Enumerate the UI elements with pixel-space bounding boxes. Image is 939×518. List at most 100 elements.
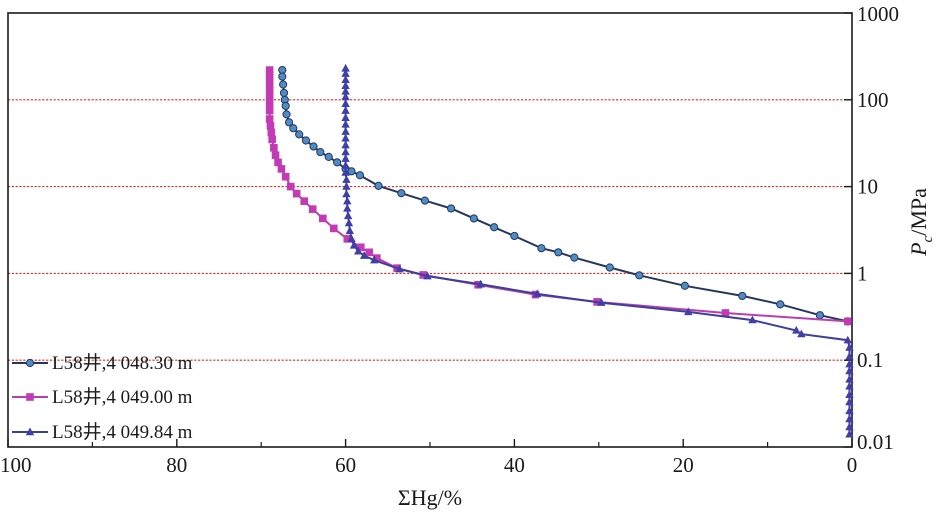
data-point-square xyxy=(281,172,290,181)
data-point-triangle xyxy=(341,81,350,89)
data-point-triangle xyxy=(343,211,353,220)
data-point-square xyxy=(356,243,365,252)
legend-label: L58井,4 049.00 m xyxy=(52,386,193,408)
series-1 xyxy=(278,65,852,326)
data-point-square xyxy=(274,158,282,167)
data-point-circle xyxy=(447,204,456,213)
data-point-circle xyxy=(537,244,546,253)
y-tick-label: 100 xyxy=(857,88,889,112)
data-point-triangle xyxy=(341,75,350,83)
data-point-triangle xyxy=(395,264,404,273)
y-tick-label: 0.1 xyxy=(857,348,883,372)
legend-entry: L58井,4 049.00 m xyxy=(12,386,193,408)
data-point-circle xyxy=(316,147,325,157)
legend-label: L58井,4 048.30 m xyxy=(52,352,193,374)
data-point-circle xyxy=(510,231,519,241)
data-point-circle xyxy=(282,110,291,119)
data-point-circle xyxy=(279,80,288,89)
x-tick-label: 100 xyxy=(0,453,32,477)
data-point-triangle xyxy=(343,196,352,205)
data-point-triangle xyxy=(792,325,801,334)
y-axis-title-subscript: c xyxy=(920,235,936,242)
data-point-triangle xyxy=(845,381,854,390)
data-point-triangle xyxy=(341,161,350,169)
y-tick-labels: 0.01 0.1 1 10 100 1000 xyxy=(857,2,899,454)
data-point-circle xyxy=(680,281,689,290)
data-point-square xyxy=(329,224,338,233)
data-point-triangle xyxy=(845,429,854,438)
data-point-square xyxy=(300,197,309,205)
data-point-square xyxy=(308,205,317,213)
data-point-triangle xyxy=(341,168,350,176)
data-point-circle xyxy=(738,291,747,301)
data-point-triangle xyxy=(597,298,606,306)
data-point-triangle xyxy=(845,359,854,368)
data-point-triangle xyxy=(845,422,854,431)
y-tick-label: 1 xyxy=(857,261,868,285)
data-point-triangle xyxy=(845,406,854,415)
data-point-circle xyxy=(776,300,785,309)
data-point-triangle xyxy=(845,414,854,423)
series-3 xyxy=(341,63,854,438)
data-point-square xyxy=(271,151,280,160)
data-point-triangle xyxy=(843,335,852,344)
data-point-circle xyxy=(374,181,383,190)
data-point-square xyxy=(265,106,274,115)
data-point-square xyxy=(365,248,374,257)
data-point-square xyxy=(270,143,278,152)
y-axis-title-unit: /MPa xyxy=(906,188,931,236)
y-tick-label: 1000 xyxy=(857,2,899,26)
data-point-triangle xyxy=(845,352,854,360)
x-axis-title: ΣHg/% xyxy=(398,485,462,510)
data-point-circle xyxy=(281,101,290,111)
x-tick-label: 60 xyxy=(335,453,356,477)
data-point-triangle xyxy=(341,63,350,72)
data-point-triangle xyxy=(341,69,350,77)
data-point-circle xyxy=(309,142,318,151)
data-point-circle xyxy=(25,358,35,368)
data-point-triangle xyxy=(423,271,432,280)
data-point-square xyxy=(721,309,730,317)
series-line xyxy=(344,68,851,435)
data-point-circle xyxy=(289,124,298,133)
data-point-triangle xyxy=(845,390,854,398)
data-point-triangle xyxy=(341,127,350,135)
data-point-triangle xyxy=(341,86,350,95)
data-point-triangle xyxy=(797,329,806,338)
data-point-triangle xyxy=(344,218,354,227)
data-point-triangle xyxy=(341,99,350,107)
data-point-square xyxy=(319,214,327,223)
y-axis-title-main: P xyxy=(906,242,931,256)
data-point-triangle xyxy=(349,240,359,249)
data-point-square xyxy=(843,317,852,326)
data-point-square xyxy=(265,92,274,101)
legend: L58井,4 048.30 m L58井,4 049.00 m L58井,4 049… xyxy=(12,352,193,443)
data-point-triangle xyxy=(347,234,356,243)
data-point-square xyxy=(343,235,352,243)
data-point-triangle xyxy=(341,154,350,162)
data-point-circle xyxy=(295,130,304,139)
data-point-square xyxy=(265,66,274,74)
data-point-triangle xyxy=(748,315,757,324)
data-point-triangle xyxy=(684,307,693,316)
data-point-square xyxy=(265,99,274,108)
data-point-triangle xyxy=(370,255,379,264)
legend-entry: L58井,4 048.30 m xyxy=(12,352,193,374)
data-series xyxy=(265,63,854,438)
data-point-circle xyxy=(605,263,614,272)
data-point-square xyxy=(265,72,274,81)
data-point-square xyxy=(286,182,295,191)
data-point-triangle xyxy=(341,147,350,156)
data-point-triangle xyxy=(845,343,854,351)
data-point-circle xyxy=(284,118,294,127)
data-point-circle xyxy=(397,189,406,198)
data-point-triangle xyxy=(341,113,350,122)
data-point-square xyxy=(26,393,34,401)
data-point-triangle xyxy=(342,189,351,198)
data-point-square xyxy=(265,86,274,94)
data-point-triangle xyxy=(342,175,351,183)
plot-frame xyxy=(7,12,853,448)
data-point-circle xyxy=(490,223,499,232)
data-point-triangle xyxy=(341,92,350,101)
